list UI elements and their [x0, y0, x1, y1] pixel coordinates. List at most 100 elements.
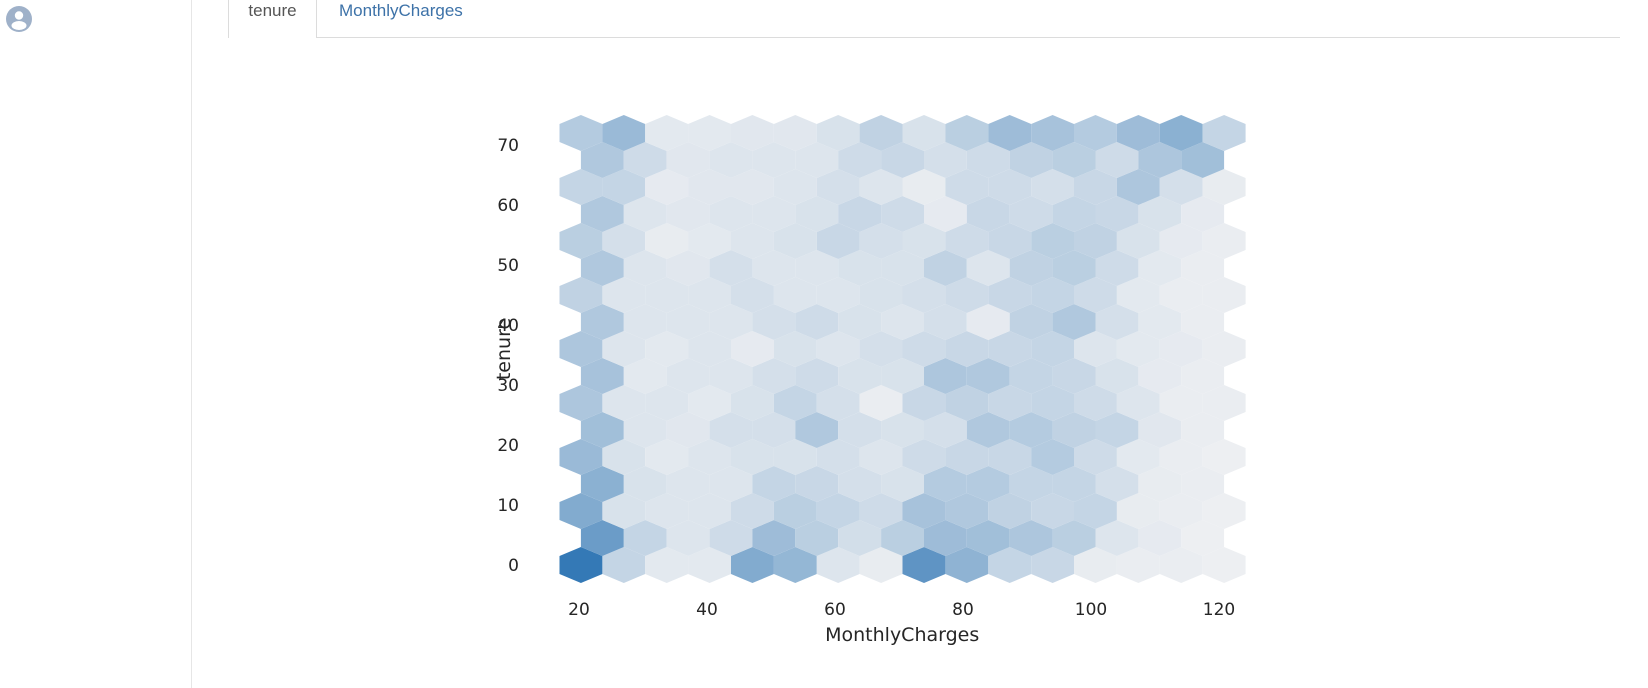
hexbin-cell	[1095, 250, 1139, 286]
hexbin-cell	[924, 358, 967, 394]
hexbin-cell	[623, 142, 667, 178]
hexbin-cell	[988, 385, 1032, 421]
y-tick-label: 60	[497, 196, 519, 216]
hexbin-cell	[1202, 385, 1246, 421]
hexbin-cell	[773, 169, 817, 205]
hexbin-cell	[773, 439, 817, 475]
hexbin-cell	[559, 169, 603, 205]
hexbin-cell	[1202, 277, 1246, 313]
hexbin-cell	[1031, 331, 1074, 367]
hexbin-cell	[795, 250, 839, 286]
hexbin-cell	[1031, 169, 1074, 205]
hexbin-cell	[666, 250, 710, 286]
hexbin-cell	[1202, 493, 1246, 529]
x-tick-label: 40	[696, 600, 718, 620]
hexbin-cell	[752, 358, 796, 394]
hexbin-cell	[752, 196, 796, 232]
hexbin-cell	[838, 304, 882, 340]
hexbin-cell	[623, 412, 667, 448]
hexbin-cell	[1138, 412, 1182, 448]
x-tick-label: 80	[952, 600, 974, 620]
hexbin-cell	[580, 466, 624, 502]
variable-tabs: tenure MonthlyCharges	[228, 0, 1620, 38]
hexbin-cell	[1095, 142, 1139, 178]
hexbin-cell	[602, 169, 646, 205]
hexbin-cell	[816, 331, 860, 367]
hexbin-cell	[1074, 331, 1117, 367]
x-tick-label: 120	[1203, 600, 1235, 620]
hexbin-cell	[645, 115, 689, 151]
hexbin-cell	[966, 466, 1010, 502]
user-avatar-icon[interactable]	[6, 6, 32, 32]
hexbin-cell	[1116, 493, 1160, 529]
hexbin-cell	[859, 331, 903, 367]
left-sidebar	[0, 0, 192, 688]
hexbin-cell	[1095, 466, 1139, 502]
hexbin-cell	[859, 385, 903, 421]
hexbin-cell	[838, 250, 882, 286]
hexbin-cell	[1202, 223, 1246, 259]
hexbin-cell	[559, 547, 603, 583]
hexbin-cell	[1159, 169, 1203, 205]
hexbin-cell	[881, 142, 924, 178]
hexbin-cell	[623, 196, 667, 232]
hexbin-cell	[1009, 466, 1053, 502]
hexbin-cell	[1031, 277, 1074, 313]
hexbin-cell	[1095, 412, 1139, 448]
hexbin-cell	[816, 277, 860, 313]
hexbin-cell	[966, 142, 1010, 178]
hexbin-cell	[623, 304, 667, 340]
hexbin-cell	[666, 358, 710, 394]
hexbin-cell	[1138, 250, 1182, 286]
hexbin-cell	[945, 277, 989, 313]
hexbin-cell	[602, 115, 646, 151]
hexbin-cell	[838, 358, 882, 394]
hexbin-cell	[988, 223, 1032, 259]
hexbin-cell	[731, 223, 774, 259]
tab-tenure[interactable]: tenure	[228, 0, 317, 38]
hexbin-cell	[580, 142, 624, 178]
hexbin-cell	[1181, 520, 1225, 556]
hexbin-cell	[1074, 493, 1117, 529]
x-axis-ticks: 20 40 60 80 100 120	[568, 600, 1235, 620]
hexbin-cell	[645, 223, 689, 259]
hexbin-cell	[1138, 520, 1182, 556]
hexbin-cell	[1159, 223, 1203, 259]
hexbin-cell	[688, 439, 731, 475]
hexbin-cell	[731, 385, 774, 421]
hexbin-cell	[1116, 331, 1160, 367]
hexbin-cell	[838, 520, 882, 556]
hexbin-cell	[559, 331, 603, 367]
hexbin-cell	[645, 331, 689, 367]
hexbin-cell	[559, 439, 603, 475]
hexbin-cell	[559, 385, 603, 421]
hexbin-cell	[838, 196, 882, 232]
hexbin-cell	[945, 547, 989, 583]
hexbin-cell	[1202, 115, 1246, 151]
hexbin-cell	[1116, 277, 1160, 313]
hexbin-cell	[881, 196, 924, 232]
hexbin-cell	[988, 169, 1032, 205]
y-tick-label: 50	[497, 256, 519, 276]
hexbin-cell	[1031, 385, 1074, 421]
hexbin-cell	[1074, 115, 1117, 151]
tab-monthlycharges-label: MonthlyCharges	[339, 1, 463, 20]
hexbin-cell	[1202, 547, 1246, 583]
hexbin-cell	[580, 250, 624, 286]
hexbin-cell	[709, 142, 753, 178]
hexbin-cell	[1052, 466, 1096, 502]
tab-monthlycharges[interactable]: MonthlyCharges	[339, 0, 463, 38]
hexbin-cell	[881, 304, 924, 340]
hexbin-cell	[1031, 547, 1074, 583]
hexbin-cell	[580, 358, 624, 394]
hexbin-cell	[945, 439, 989, 475]
hexbin-cell	[924, 520, 967, 556]
hexbin-cell	[709, 466, 753, 502]
hexbin-cell	[902, 385, 946, 421]
hexbin-cell	[1052, 142, 1096, 178]
hexbin-cell	[881, 520, 924, 556]
hexbin-chart: 0 10 20 30 40 50 60 70 20 40 60 80 100 120 MonthlyCh…	[493, 115, 1246, 646]
hexbin-cell	[902, 115, 946, 151]
hexbin-cell	[881, 466, 924, 502]
hexbin-cell	[1009, 358, 1053, 394]
